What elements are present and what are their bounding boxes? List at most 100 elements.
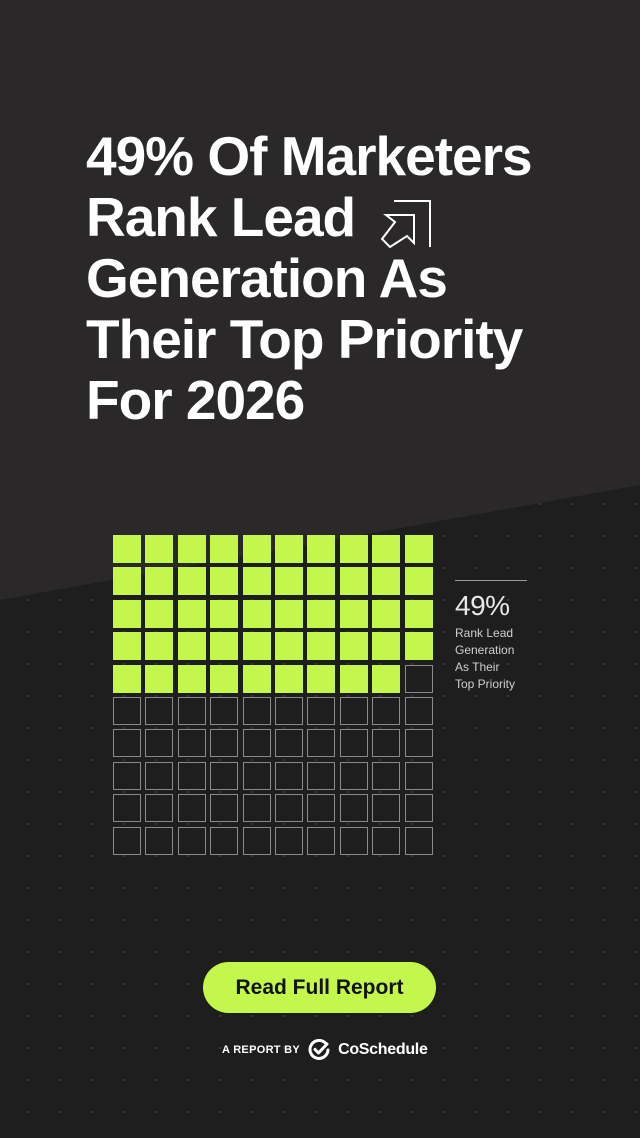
waffle-cell-filled: [339, 599, 368, 628]
waffle-cell-filled: [210, 599, 239, 628]
waffle-cell-empty: [307, 761, 336, 790]
waffle-cell-empty: [307, 826, 336, 855]
waffle-cell-empty: [339, 697, 368, 725]
waffle-cell-filled: [113, 535, 141, 563]
stat-label-line: As Their: [455, 660, 500, 674]
waffle-cell-filled: [275, 567, 303, 596]
waffle-cell-filled: [210, 632, 239, 661]
waffle-cell-filled: [404, 599, 433, 628]
waffle-cell-empty: [339, 729, 368, 758]
waffle-cell-empty: [404, 794, 433, 823]
waffle-cell-filled: [275, 535, 303, 563]
waffle-cell-empty: [242, 826, 271, 855]
waffle-cell-filled: [145, 599, 174, 628]
waffle-cell-empty: [404, 761, 433, 790]
waffle-cell-empty: [404, 729, 433, 758]
waffle-cell-empty: [177, 826, 206, 855]
waffle-cell-empty: [113, 729, 141, 758]
waffle-cell-filled: [307, 599, 336, 628]
waffle-cell-filled: [210, 664, 239, 693]
waffle-cell-empty: [113, 761, 141, 790]
waffle-cell-filled: [372, 599, 401, 628]
waffle-cell-empty: [372, 794, 401, 823]
waffle-cell-filled: [145, 632, 174, 661]
waffle-cell-filled: [177, 567, 206, 596]
waffle-cell-filled: [275, 599, 303, 628]
waffle-cell-filled: [307, 664, 336, 693]
waffle-cell-empty: [145, 761, 174, 790]
waffle-cell-filled: [177, 535, 206, 563]
waffle-cell-empty: [113, 826, 141, 855]
waffle-cell-filled: [242, 567, 271, 596]
waffle-cell-empty: [210, 761, 239, 790]
headline-line: 49% Of Marketers: [86, 125, 533, 187]
waffle-cell-filled: [404, 632, 433, 661]
waffle-cell-filled: [307, 567, 336, 596]
waffle-cell-empty: [307, 794, 336, 823]
waffle-cell-empty: [145, 729, 174, 758]
waffle-cell-empty: [339, 826, 368, 855]
waffle-cell-empty: [404, 697, 433, 725]
waffle-cell-empty: [404, 826, 433, 855]
waffle-cell-empty: [210, 794, 239, 823]
waffle-cell-empty: [177, 761, 206, 790]
waffle-cell-filled: [113, 599, 141, 628]
headline-line: Generation As: [86, 247, 448, 309]
waffle-cell-empty: [339, 761, 368, 790]
waffle-cell-filled: [177, 664, 206, 693]
waffle-cell-empty: [275, 729, 303, 758]
stat-callout: 49% Rank Lead Generation As Their Top Pr…: [455, 580, 527, 693]
waffle-cell-empty: [372, 761, 401, 790]
waffle-cell-empty: [177, 729, 206, 758]
headline-line: Rank Lead: [86, 186, 356, 248]
waffle-cell-empty: [307, 729, 336, 758]
stat-label-line: Rank Lead: [455, 626, 514, 640]
waffle-cell-empty: [275, 761, 303, 790]
waffle-cell-filled: [372, 664, 401, 693]
waffle-cell-empty: [242, 794, 271, 823]
waffle-cell-filled: [177, 599, 206, 628]
waffle-grid: [113, 535, 435, 857]
waffle-cell-filled: [339, 567, 368, 596]
waffle-cell-filled: [275, 632, 303, 661]
waffle-cell-filled: [242, 664, 271, 693]
waffle-cell-empty: [113, 697, 141, 725]
waffle-cell-filled: [210, 535, 239, 563]
waffle-cell-filled: [339, 632, 368, 661]
waffle-cell-filled: [404, 535, 433, 563]
waffle-cell-empty: [145, 697, 174, 725]
waffle-cell-filled: [307, 632, 336, 661]
stat-label-line: Top Priority: [455, 677, 516, 691]
waffle-cell-filled: [113, 664, 141, 693]
waffle-cell-filled: [372, 632, 401, 661]
waffle-cell-filled: [145, 567, 174, 596]
waffle-cell-empty: [210, 697, 239, 725]
waffle-cell-filled: [177, 632, 206, 661]
waffle-cell-empty: [113, 794, 141, 823]
waffle-cell-empty: [242, 729, 271, 758]
waffle-cell-empty: [339, 794, 368, 823]
headline-line: Their Top Priority: [86, 308, 523, 370]
read-full-report-button[interactable]: Read Full Report: [203, 962, 436, 1013]
brand-name: CoSchedule: [338, 1041, 428, 1058]
waffle-cell-empty: [242, 697, 271, 725]
stat-label-line: Generation: [455, 643, 515, 657]
waffle-cell-filled: [113, 567, 141, 596]
waffle-cell-empty: [372, 826, 401, 855]
report-attribution: A REPORT BY CoSchedule: [222, 1037, 428, 1063]
waffle-cell-filled: [210, 567, 239, 596]
waffle-cell-filled: [372, 535, 401, 563]
waffle-cell-empty: [145, 826, 174, 855]
waffle-cell-empty: [145, 794, 174, 823]
waffle-cell-filled: [242, 535, 271, 563]
waffle-cell-empty: [210, 826, 239, 855]
waffle-cell-empty: [210, 729, 239, 758]
waffle-cell-empty: [177, 697, 206, 725]
waffle-cell-filled: [372, 567, 401, 596]
waffle-cell-empty: [177, 794, 206, 823]
stat-value: 49%: [455, 590, 510, 621]
waffle-cell-empty: [307, 697, 336, 725]
waffle-cell-filled: [307, 535, 336, 563]
waffle-cell-filled: [145, 535, 174, 563]
waffle-cell-empty: [275, 826, 303, 855]
